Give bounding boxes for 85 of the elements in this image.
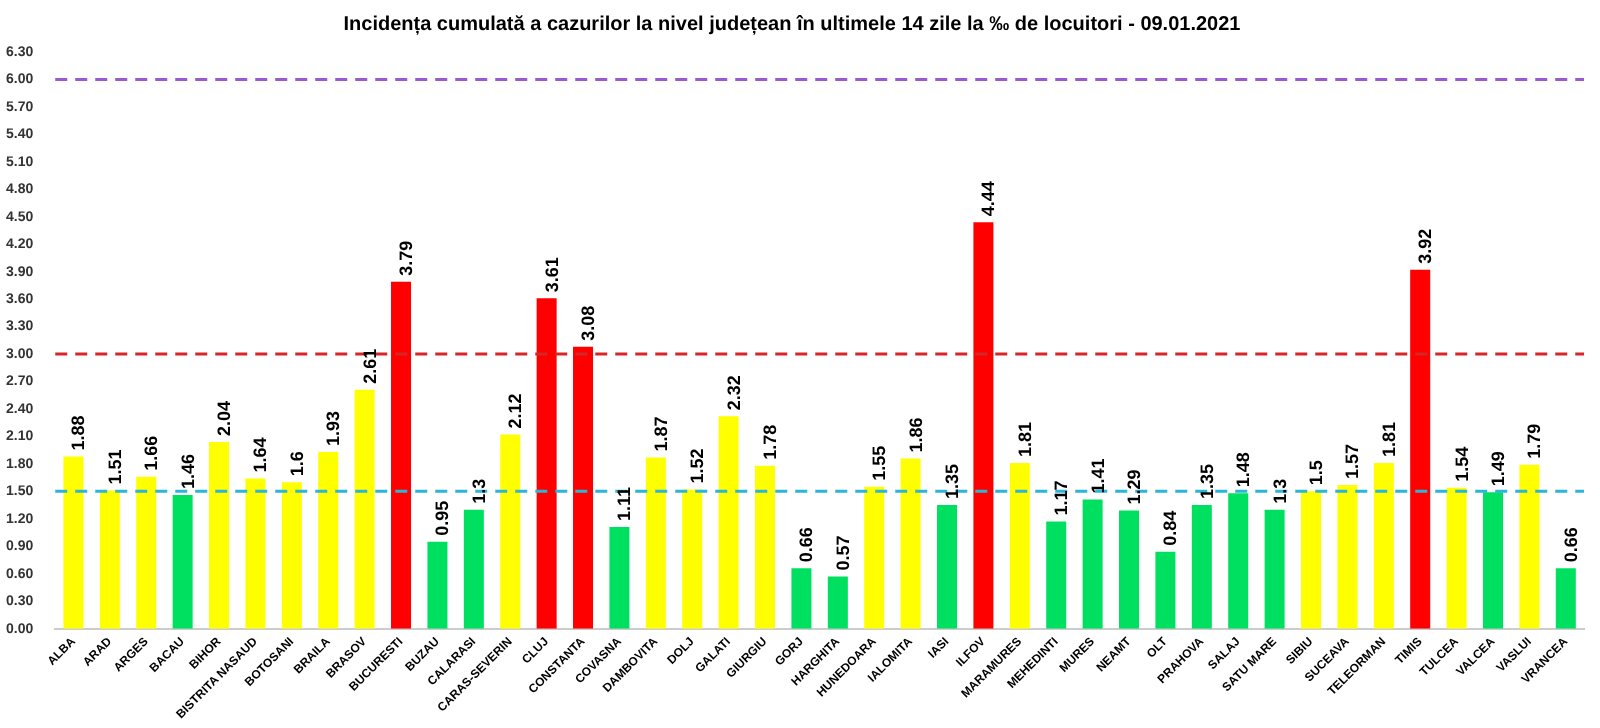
bar	[682, 489, 703, 629]
bar	[1373, 462, 1394, 629]
data-label: 3.08	[578, 305, 598, 341]
chart-title: Incidența cumulată a cazurilor la nivel județean în ultimele 14 zile la ‰ de locuitori - 09.01.2021	[343, 13, 1242, 36]
data-label: 1.49	[1487, 451, 1508, 487]
bar	[1555, 568, 1576, 629]
bar	[609, 527, 630, 629]
data-label: 0.66	[1560, 527, 1581, 563]
data-label: 1.57	[1342, 443, 1363, 479]
bar	[1482, 492, 1504, 629]
bar	[1046, 521, 1067, 629]
data-label: 1.17	[1051, 480, 1072, 516]
data-label: 2.32	[723, 375, 744, 411]
data-label: 1.79	[1524, 423, 1545, 459]
bar	[937, 505, 958, 629]
bar	[645, 457, 666, 629]
data-label: 1.88	[68, 415, 89, 451]
bar	[63, 456, 84, 629]
data-label: 3.61	[541, 257, 562, 293]
data-label: 1.64	[250, 437, 271, 473]
bar	[1301, 491, 1322, 629]
data-label: 1.3	[1269, 478, 1290, 504]
bar	[864, 486, 885, 629]
data-label: 1.35	[1196, 464, 1217, 500]
data-label: 1.29	[1123, 469, 1144, 505]
bar	[791, 568, 812, 629]
data-label: 1.55	[869, 445, 890, 481]
data-label: 1.81	[1378, 421, 1399, 457]
bar	[245, 478, 266, 629]
bar	[1009, 462, 1030, 629]
bar	[718, 416, 739, 629]
bar	[209, 441, 230, 629]
bar	[1228, 493, 1249, 629]
data-label: 1.41	[1087, 458, 1108, 494]
data-label: 3.79	[396, 240, 417, 276]
data-label: 1.52	[687, 448, 708, 484]
data-label: 1.46	[177, 453, 198, 490]
bar	[1082, 499, 1103, 629]
data-label: 1.51	[104, 449, 125, 485]
data-label: 0.84	[1160, 510, 1181, 546]
bar	[755, 465, 776, 629]
data-label: 2.12	[505, 393, 526, 429]
data-label: 1.6	[286, 451, 307, 477]
data-label: 0.95	[432, 500, 453, 536]
bar	[573, 346, 594, 629]
data-label: 0.57	[832, 535, 853, 571]
bar	[99, 490, 120, 629]
bar	[1264, 509, 1285, 629]
data-label: 1.48	[1233, 452, 1254, 488]
data-label: 2.61	[359, 348, 380, 384]
bar	[136, 476, 157, 629]
data-label: 1.66	[141, 435, 162, 471]
data-label: 1.81	[1014, 421, 1035, 457]
bar	[354, 389, 375, 629]
bar	[536, 298, 557, 629]
data-label: 1.35	[941, 464, 962, 500]
bar	[1519, 464, 1540, 629]
data-label: 1.86	[905, 417, 926, 453]
data-label: 1.11	[614, 487, 635, 522]
bar	[1446, 487, 1467, 629]
bar	[427, 541, 448, 629]
bar	[281, 482, 302, 629]
data-label: 2.04	[214, 400, 235, 436]
bar	[500, 434, 521, 629]
bar	[1337, 484, 1358, 629]
bar	[391, 281, 412, 629]
bar	[827, 576, 848, 629]
data-label: 3.92	[1415, 228, 1436, 264]
data-label: 1.54	[1451, 446, 1472, 482]
data-label: 1.78	[759, 424, 780, 460]
data-label: 0.66	[796, 527, 817, 563]
bar	[1191, 505, 1212, 629]
data-label: 1.3	[468, 478, 489, 504]
data-label: 4.44	[978, 181, 999, 217]
bar	[1155, 551, 1176, 629]
bar	[172, 495, 193, 629]
bar	[318, 452, 339, 629]
bar	[463, 509, 484, 629]
data-label: 1.93	[323, 410, 344, 447]
data-label: 1.5	[1305, 460, 1326, 486]
bar	[1119, 510, 1140, 629]
bar	[1410, 269, 1431, 629]
bar	[900, 458, 921, 629]
data-label: 1.87	[650, 416, 671, 452]
bar	[973, 222, 994, 629]
